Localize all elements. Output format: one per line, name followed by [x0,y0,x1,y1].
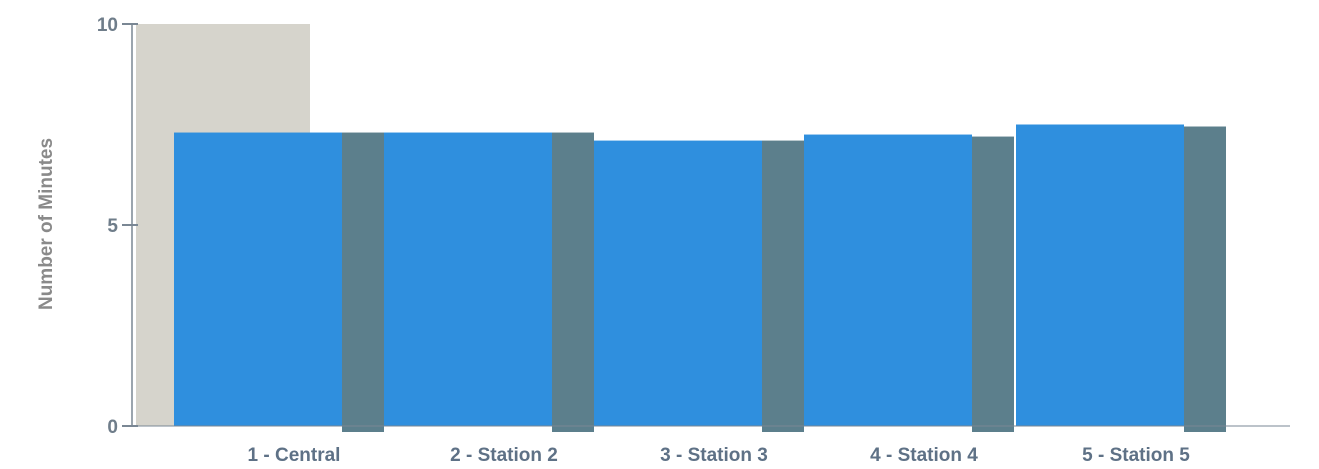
x-tick-label-2: 2 - Station 2 [450,445,558,466]
x-labels-layer: 1 - Central 2 - Station 2 3 - Station 3 4 -… [248,445,1191,466]
bar-series-1-5 [1016,124,1184,426]
bar-series-1-4 [804,134,972,427]
bar-series-2-3 [762,140,804,432]
y-tick-label-5: 5 [107,216,118,237]
y-tick-label-0: 0 [107,417,118,438]
bar-series-2-4 [972,136,1014,432]
bar-series-2-5 [1184,126,1226,432]
bars-layer [174,124,1226,433]
y-tick-label-10: 10 [97,15,118,36]
x-tick-label-1: 1 - Central [248,445,341,466]
y-axis-label: Number of Minutes [36,138,57,310]
bar-series-1-1 [174,132,342,427]
x-tick-label-3: 3 - Station 3 [660,445,768,466]
bar-series-1-3 [594,140,762,426]
y-ticks-layer: 0 5 10 [97,15,1290,438]
x-tick-label-4: 4 - Station 4 [870,445,978,466]
bar-series-2-1 [342,132,384,433]
bar-series-2-2 [552,132,594,433]
bar-series-1-2 [384,132,552,427]
x-tick-label-5: 5 - Station 5 [1082,445,1190,466]
